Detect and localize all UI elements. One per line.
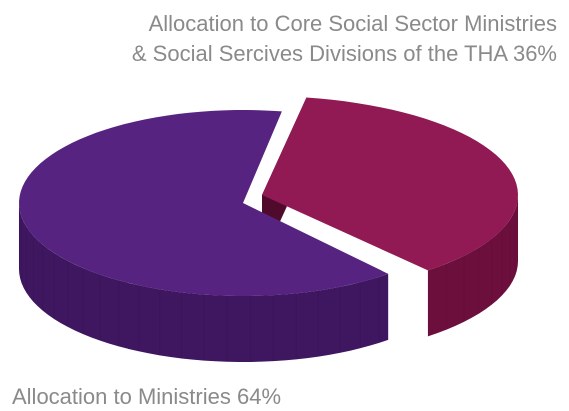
pie-labels: Allocation to Core Social Sector Ministr… [12, 11, 557, 409]
pie-slice-side-ministries [19, 203, 389, 362]
pie-top-faces [19, 97, 518, 296]
slice-label-ministries: Allocation to Ministries 64% [12, 384, 281, 409]
pie-slice-side-social [427, 195, 518, 337]
slice-label-social-line-1: Allocation to Core Social Sector Ministr… [149, 11, 557, 36]
pie-slice-social [262, 97, 518, 271]
pie-slice-ministries [19, 110, 389, 296]
slice-label-social-line-2: & Social Sercives Divisions of the THA 3… [132, 41, 557, 66]
